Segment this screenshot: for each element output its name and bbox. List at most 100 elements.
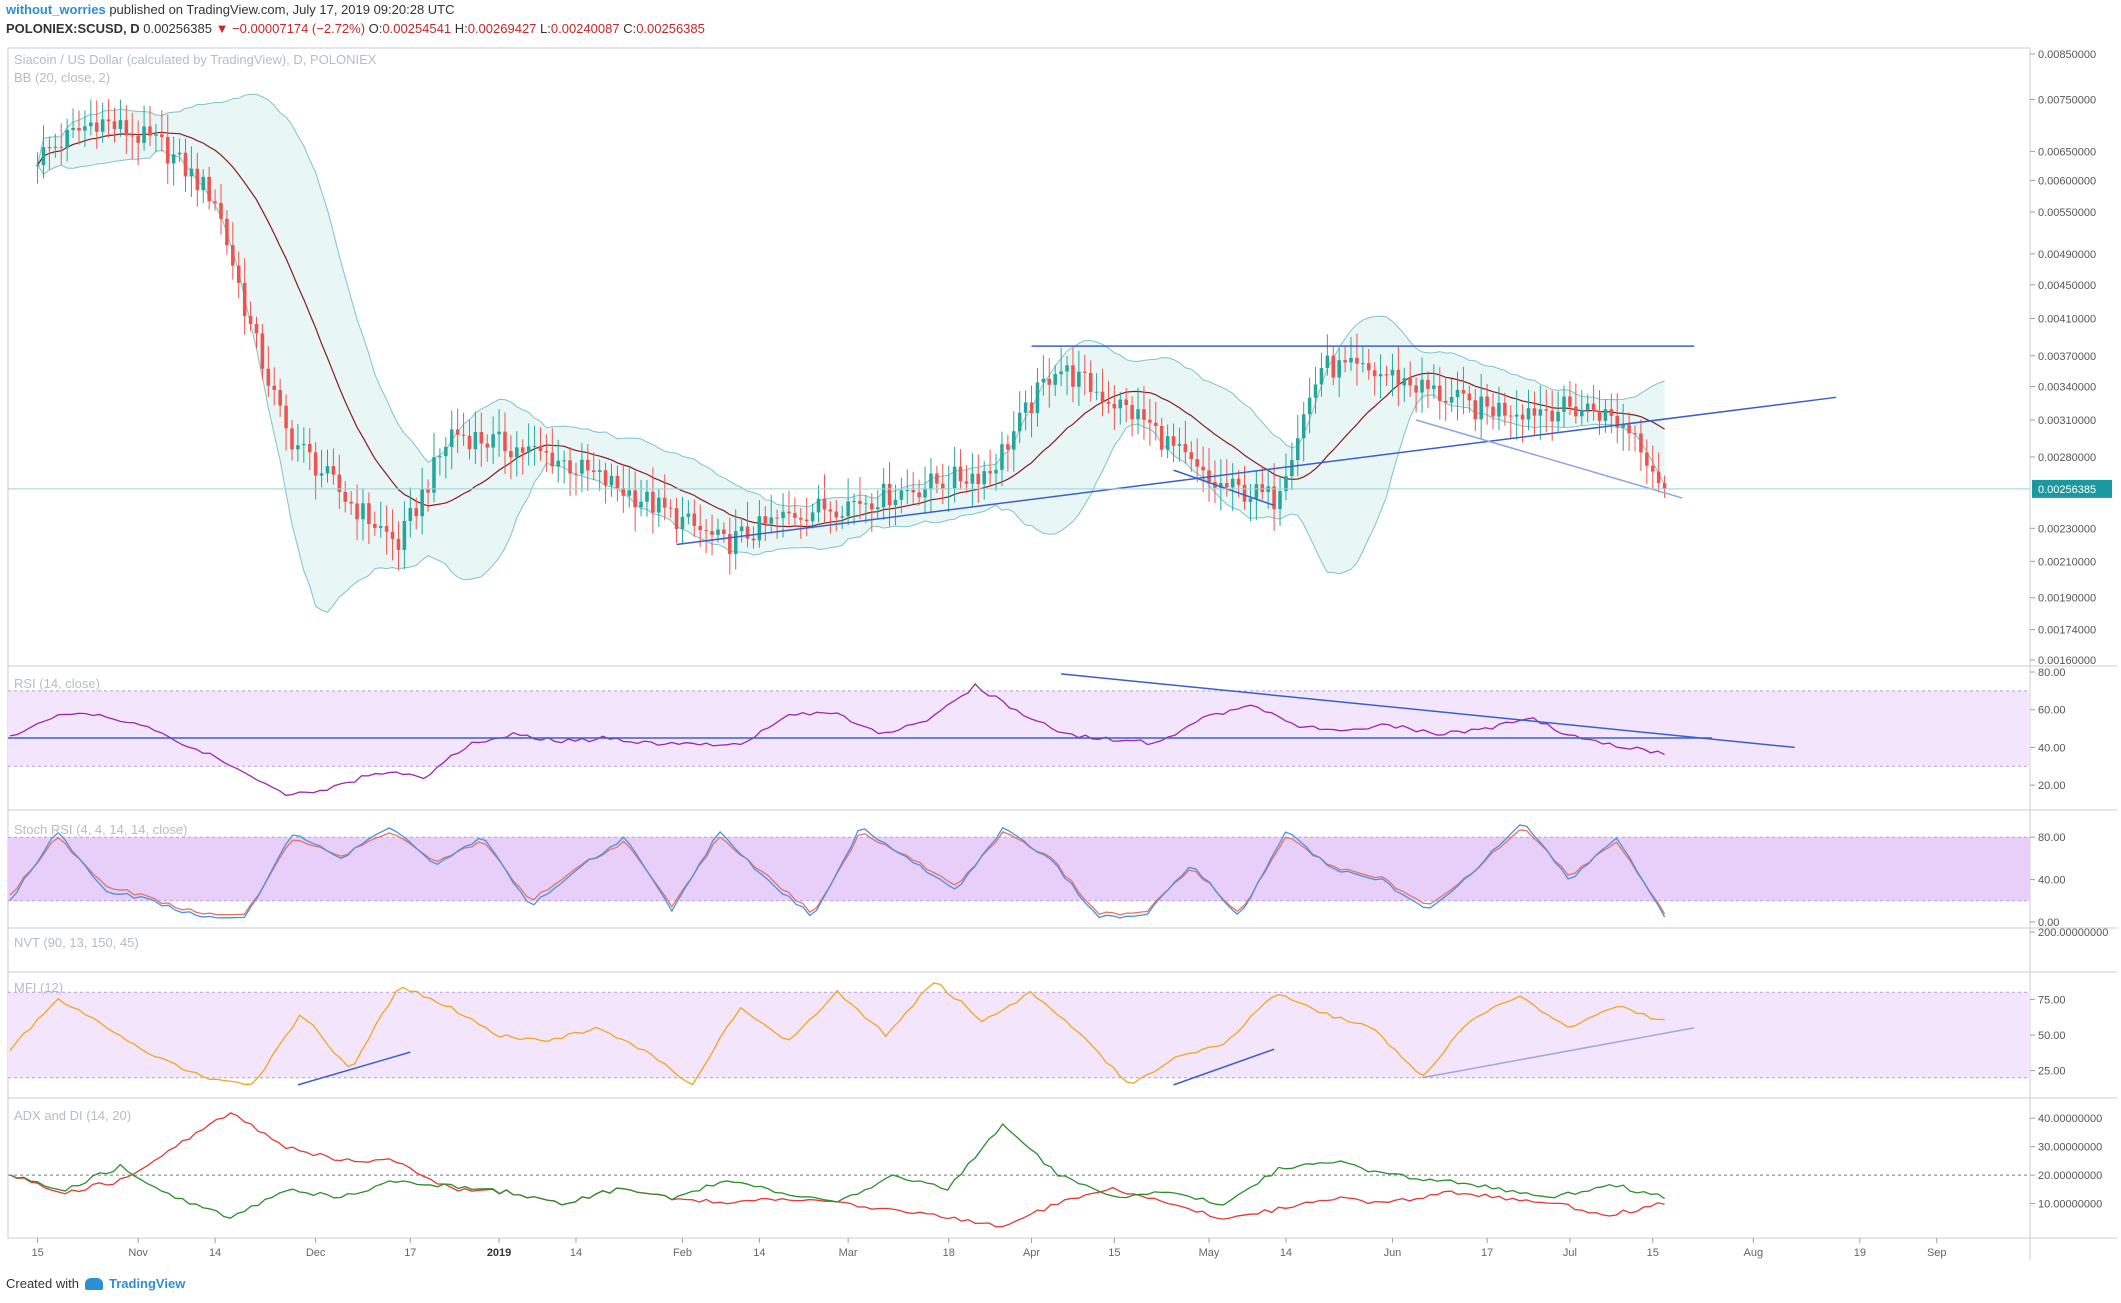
footer: Created with TradingView bbox=[6, 1276, 185, 1291]
candle bbox=[1532, 408, 1537, 416]
candle bbox=[870, 503, 874, 510]
candle bbox=[444, 446, 448, 457]
candle bbox=[952, 466, 957, 489]
candle bbox=[94, 122, 99, 132]
candle bbox=[201, 176, 206, 191]
candle bbox=[645, 491, 649, 502]
candle bbox=[769, 517, 773, 524]
tradingview-logo-icon bbox=[84, 1277, 103, 1290]
candle bbox=[349, 501, 353, 504]
candle bbox=[1035, 382, 1040, 414]
close-value: 0.00256385 bbox=[636, 21, 705, 36]
candle bbox=[1650, 465, 1655, 472]
price-tick-label: 0.00160000 bbox=[2038, 655, 2096, 667]
candle bbox=[793, 513, 797, 518]
candle bbox=[905, 490, 910, 492]
x-tick-label: 19 bbox=[1854, 1247, 1866, 1259]
candle bbox=[775, 517, 779, 519]
candle bbox=[852, 500, 856, 502]
trendline bbox=[676, 396, 1837, 546]
author-name[interactable]: without_worries bbox=[6, 2, 106, 17]
mfi-trendline-2 bbox=[1173, 1048, 1275, 1086]
candle bbox=[1461, 389, 1466, 394]
candle bbox=[520, 447, 525, 453]
rsi-y-tick-label: 60.00 bbox=[2038, 705, 2066, 717]
candle bbox=[189, 168, 194, 177]
candle bbox=[733, 531, 738, 554]
price-tick-label: 0.00174000 bbox=[2038, 625, 2096, 637]
candle bbox=[438, 456, 442, 458]
x-tick-label: Feb bbox=[673, 1247, 692, 1259]
stoch-rsi-pane-label: Stoch RSI (4, 4, 14, 14, close) bbox=[14, 822, 188, 837]
x-tick-label: 17 bbox=[1481, 1247, 1493, 1259]
published-text: published on TradingView.com, July 17, 2… bbox=[109, 2, 455, 17]
nvt-pane-label: NVT (90, 13, 150, 45) bbox=[14, 935, 139, 950]
candle bbox=[467, 435, 472, 450]
symbol: POLONIEX:SCUSD, D bbox=[6, 21, 140, 36]
x-tick-label: Jul bbox=[1563, 1247, 1577, 1259]
adx-y-tick-label: 10.00000000 bbox=[2038, 1199, 2102, 1211]
candle bbox=[1390, 369, 1395, 376]
last-price-badge bbox=[2032, 479, 2112, 498]
candle bbox=[171, 154, 176, 164]
candle bbox=[1159, 425, 1164, 450]
candle bbox=[414, 508, 419, 517]
x-tick-label: 17 bbox=[404, 1247, 416, 1259]
low-label: L: bbox=[540, 21, 551, 36]
bollinger-label: BB (20, close, 2) bbox=[14, 70, 111, 85]
candle bbox=[355, 503, 359, 520]
x-tick-label: 15 bbox=[1647, 1247, 1659, 1259]
candle bbox=[799, 517, 803, 520]
candle bbox=[1420, 379, 1424, 393]
stoch-y-tick-label: 80.00 bbox=[2038, 832, 2066, 844]
candle bbox=[526, 446, 531, 453]
last-price-label: 0.00256385 bbox=[2038, 484, 2096, 496]
price-tick-label: 0.00550000 bbox=[2038, 207, 2096, 219]
candle bbox=[1343, 360, 1347, 363]
candle bbox=[1106, 401, 1111, 404]
tradingview-brand[interactable]: TradingView bbox=[108, 1276, 186, 1291]
candle bbox=[668, 507, 673, 509]
candle bbox=[1526, 408, 1531, 420]
price-tick-label: 0.00190000 bbox=[2038, 593, 2096, 605]
candle bbox=[1088, 372, 1093, 393]
price-tick-label: 0.00490000 bbox=[2038, 249, 2096, 261]
candle bbox=[1568, 396, 1572, 407]
candle bbox=[337, 474, 342, 492]
candle bbox=[763, 516, 768, 524]
close-label: C: bbox=[623, 21, 637, 36]
candle bbox=[408, 508, 413, 521]
candle bbox=[1225, 483, 1229, 488]
nvt-y-tick-label: 200.00000000 bbox=[2038, 927, 2108, 939]
x-tick-label: 14 bbox=[209, 1247, 221, 1259]
candle bbox=[165, 136, 170, 164]
candle bbox=[1355, 357, 1359, 364]
candle bbox=[325, 466, 330, 474]
mfi-trendline-1 bbox=[297, 1051, 411, 1086]
candle bbox=[473, 432, 478, 450]
candle bbox=[1426, 379, 1430, 389]
candle bbox=[1195, 459, 1199, 467]
last-price: 0.00256385 bbox=[143, 21, 212, 36]
candle bbox=[651, 491, 655, 513]
candle bbox=[976, 473, 981, 485]
candle bbox=[1361, 363, 1365, 365]
candle bbox=[260, 333, 265, 369]
candle bbox=[106, 119, 111, 122]
candle bbox=[1432, 385, 1436, 389]
candle bbox=[1574, 406, 1578, 417]
candle bbox=[1029, 402, 1034, 414]
price-tick-label: 0.00450000 bbox=[2038, 280, 2096, 292]
candle bbox=[378, 526, 383, 528]
candle bbox=[887, 483, 892, 506]
candle bbox=[1485, 396, 1489, 407]
candle bbox=[71, 128, 75, 131]
candle bbox=[1639, 433, 1643, 453]
candle bbox=[1260, 484, 1265, 493]
candle bbox=[1165, 436, 1170, 450]
candle bbox=[958, 466, 963, 482]
candle bbox=[739, 526, 744, 532]
price-change: ▼ −0.00007174 (−2.72%) bbox=[215, 21, 366, 36]
candle bbox=[751, 538, 756, 541]
